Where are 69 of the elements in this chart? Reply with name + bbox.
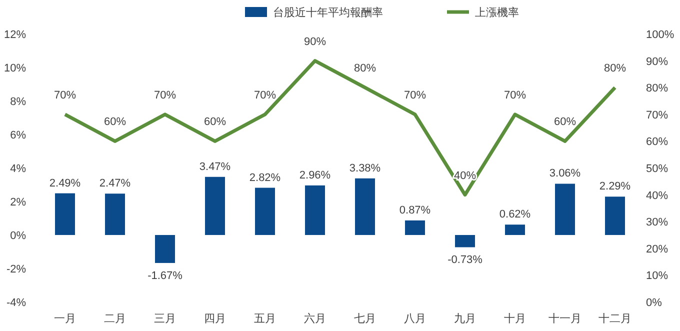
y-tick-label: 8% — [10, 96, 26, 108]
y-tick-label: 6% — [10, 130, 26, 142]
data-label: 3.38% — [349, 162, 381, 174]
bar — [305, 185, 325, 235]
data-label: 90% — [304, 36, 326, 48]
bar — [505, 224, 525, 235]
data-label: 3.06% — [549, 168, 581, 180]
data-label: 60% — [554, 116, 576, 128]
y2-tick-label: 100% — [646, 29, 674, 41]
y-tick-label: 4% — [10, 163, 26, 175]
x-tick-label: 四月 — [204, 313, 226, 325]
data-label: 3.47% — [199, 160, 231, 173]
y2-tick-label: 80% — [646, 82, 668, 95]
y-tick-label: 2% — [10, 196, 26, 208]
y-tick-label: 10% — [4, 62, 26, 74]
y2-tick-label: 0% — [646, 297, 662, 309]
y2-tick-label: 90% — [646, 56, 668, 68]
y2-tick-label: 40% — [646, 190, 668, 202]
y-tick-label: 0% — [10, 230, 26, 242]
x-tick-label: 八月 — [404, 313, 426, 325]
bar — [355, 178, 375, 235]
data-label: 70% — [154, 89, 176, 102]
x-tick-label: 十一月 — [548, 312, 582, 325]
data-label: 2.49% — [49, 177, 81, 190]
x-tick-label: 一月 — [54, 313, 76, 325]
bar — [105, 194, 125, 235]
bar — [205, 176, 225, 235]
x-tick-label: 十月 — [504, 312, 526, 325]
x-tick-label: 九月 — [454, 312, 476, 325]
bar — [455, 235, 475, 248]
y-tick-label: -2% — [6, 264, 26, 276]
legend-label: 上漲機率 — [475, 6, 519, 19]
data-label: 60% — [204, 116, 226, 128]
y-tick-label: -4% — [6, 297, 26, 309]
x-tick-label: 七月 — [354, 312, 376, 325]
data-label: -1.67% — [148, 270, 183, 282]
data-label: 2.29% — [599, 180, 631, 193]
data-label: 0.62% — [499, 208, 531, 221]
y2-tick-label: 20% — [646, 243, 668, 256]
data-label: 70% — [254, 89, 276, 102]
bar — [55, 193, 75, 235]
legend-label: 台股近十年平均報酬率 — [273, 6, 383, 19]
x-tick-label: 二月 — [104, 313, 126, 325]
data-label: 70% — [504, 89, 526, 102]
y-tick-label: 12% — [4, 29, 26, 41]
data-label: 2.96% — [299, 169, 331, 182]
data-label: 2.82% — [249, 172, 281, 184]
x-tick-label: 六月 — [304, 312, 326, 325]
bar — [605, 196, 625, 235]
data-label: 80% — [604, 62, 626, 75]
data-label: 60% — [104, 116, 126, 128]
x-tick-label: 三月 — [154, 313, 176, 325]
y2-tick-label: 10% — [646, 270, 668, 282]
data-label: 2.47% — [99, 178, 131, 190]
bar — [555, 184, 575, 235]
x-tick-label: 十二月 — [598, 312, 632, 325]
y2-tick-label: 50% — [646, 163, 668, 175]
y2-tick-label: 30% — [646, 216, 668, 229]
data-label: 70% — [404, 89, 426, 102]
data-label: 70% — [54, 89, 76, 102]
bar — [405, 220, 425, 235]
data-label: 80% — [354, 62, 376, 75]
y2-tick-label: 60% — [646, 136, 668, 148]
data-label: -0.73% — [448, 254, 483, 266]
bar — [255, 188, 275, 235]
data-label: 0.87% — [399, 204, 431, 216]
x-tick-label: 五月 — [254, 313, 276, 325]
y2-tick-label: 70% — [646, 109, 668, 122]
bar — [155, 235, 175, 263]
